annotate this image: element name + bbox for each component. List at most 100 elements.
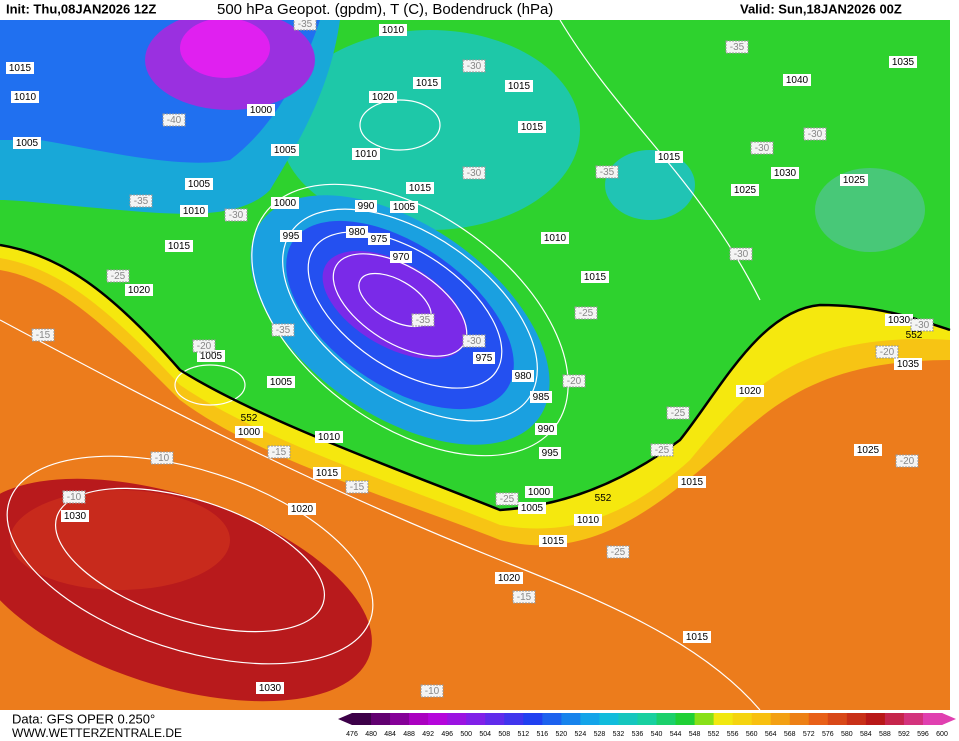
isobar-label-box: [678, 476, 706, 488]
isobar-line: [307, 231, 503, 389]
field-magenta: [180, 18, 270, 78]
colorbar-segment: [865, 713, 886, 725]
colorbar-label: 580: [841, 731, 853, 738]
colorbar-segment: [428, 713, 448, 725]
temperature-label-box: [803, 127, 827, 141]
isobar-line: [174, 364, 246, 406]
isobar-label: 980: [515, 371, 532, 382]
isobar-label: 1020: [291, 504, 314, 515]
temperature-label-box: [666, 406, 690, 420]
colorbar-segment: [409, 713, 429, 725]
isobar-label: 1000: [528, 487, 551, 498]
temperature-label-box: [729, 247, 753, 261]
colorbar-label: 528: [594, 731, 606, 738]
colorbar-segment: [466, 713, 486, 725]
colorbar-label: 520: [556, 731, 568, 738]
map-labels: 1010 1015 1010 1015 1020 1015 1000 1015 1005 1005…: [6, 17, 934, 698]
isobar-line: [54, 487, 326, 633]
temperature-label: -30: [467, 168, 482, 179]
map-title: 500 hPa Geopot. (gpdm), T (C), Bodendruc…: [217, 1, 553, 18]
colorbar-label: 556: [727, 731, 739, 738]
colorbar-label: 532: [613, 731, 625, 738]
colorbar-segment: [485, 713, 505, 725]
isobar-label: 1015: [686, 632, 709, 643]
isobar-label-box: [541, 232, 569, 244]
isobar-label-box: [379, 24, 407, 36]
colorbar-segment: [523, 713, 543, 725]
colorbar-segment: [827, 713, 848, 725]
isobar-label-box: [61, 510, 89, 522]
isobar-label-box: [125, 284, 153, 296]
isobar-label: 1015: [584, 272, 607, 283]
colorbar-segment: [694, 713, 715, 725]
temperature-label-box: [345, 480, 369, 494]
isobar-label: 1005: [521, 503, 544, 514]
isobar-label-box: [165, 240, 193, 252]
isobar-label: 1030: [888, 315, 911, 326]
temperature-label: -15: [517, 592, 532, 603]
isobar-label: 995: [283, 231, 300, 242]
isobar-label: 1020: [498, 573, 521, 584]
isobar-label-box: [346, 226, 368, 238]
colorbar-segment: [675, 713, 696, 725]
temperature-label: -25: [655, 445, 670, 456]
temperature-label-box: [129, 194, 153, 208]
init-time: Init: Thu,08JAN2026 12Z: [6, 1, 156, 16]
isobar-label: 1005: [274, 145, 297, 156]
temperature-label-box: [875, 345, 899, 359]
temperature-label: -35: [600, 167, 615, 178]
colorbar-label: 548: [689, 731, 701, 738]
colorbar: 476 480 484 488 492 496 500 504 508 512 516 520 524 5…: [338, 713, 956, 738]
isobar-label: 1010: [318, 432, 341, 443]
colorbar-label: 584: [860, 731, 872, 738]
field-red: [10, 490, 230, 590]
isobar-label-box: [256, 682, 284, 694]
temperature-label-box: [192, 339, 216, 353]
colorbar-segment: [447, 713, 467, 725]
isobar-label: 1015: [168, 241, 191, 252]
isobar-label-box: [197, 350, 225, 362]
colorbar-segment: [751, 713, 772, 725]
isobar-label: 1025: [734, 185, 757, 196]
temperature-label: -35: [730, 42, 745, 53]
temperature-label-box: [462, 334, 486, 348]
colorbar-segment: [770, 713, 791, 725]
isobar-label-box: [495, 572, 523, 584]
isobar-label: 1000: [238, 427, 261, 438]
temperature-label: -15: [272, 447, 287, 458]
colorbar-segment: [542, 713, 562, 725]
colorbar-label: 476: [346, 731, 358, 738]
temperature-label: -30: [229, 210, 244, 221]
isobar-label-box: [505, 80, 533, 92]
isobar-label-box: [530, 391, 552, 403]
colorbar-segment: [618, 713, 638, 725]
isobar-label: 1010: [183, 206, 206, 217]
colorbar-segment: [713, 713, 734, 725]
isobar-label: 1010: [544, 233, 567, 244]
temperature-label: -20: [197, 341, 212, 352]
valid-time: Valid: Sun,18JAN2026 00Z: [740, 1, 902, 16]
temperature-label-box: [574, 306, 598, 320]
isobar-label: 1020: [739, 386, 762, 397]
temperature-label: -20: [567, 376, 582, 387]
isobar-label: 990: [538, 424, 555, 435]
isobar-label: 1005: [270, 377, 293, 388]
data-source: Data: GFS OPER 0.250°: [12, 711, 155, 726]
isobar-label-box: [390, 201, 418, 213]
colorbar-label: 516: [536, 731, 548, 738]
colorbar-arrow: [942, 713, 956, 725]
isobar-label: 1005: [188, 179, 211, 190]
isobar-label: 985: [533, 392, 550, 403]
isobar-label: 1035: [897, 359, 920, 370]
isobar-label: 1020: [372, 92, 395, 103]
temperature-label: -30: [734, 249, 749, 260]
colorbar-label: 540: [651, 731, 663, 738]
isobar-label: 1015: [542, 536, 565, 547]
temperature-label-box: [595, 165, 619, 179]
header-bar: [0, 0, 959, 20]
isobar-label-box: [840, 174, 868, 186]
colorbar-label: 488: [403, 731, 415, 738]
isobar-label-box: [473, 352, 495, 364]
isobar-label-box: [894, 358, 922, 370]
isobar-label-box: [406, 182, 434, 194]
